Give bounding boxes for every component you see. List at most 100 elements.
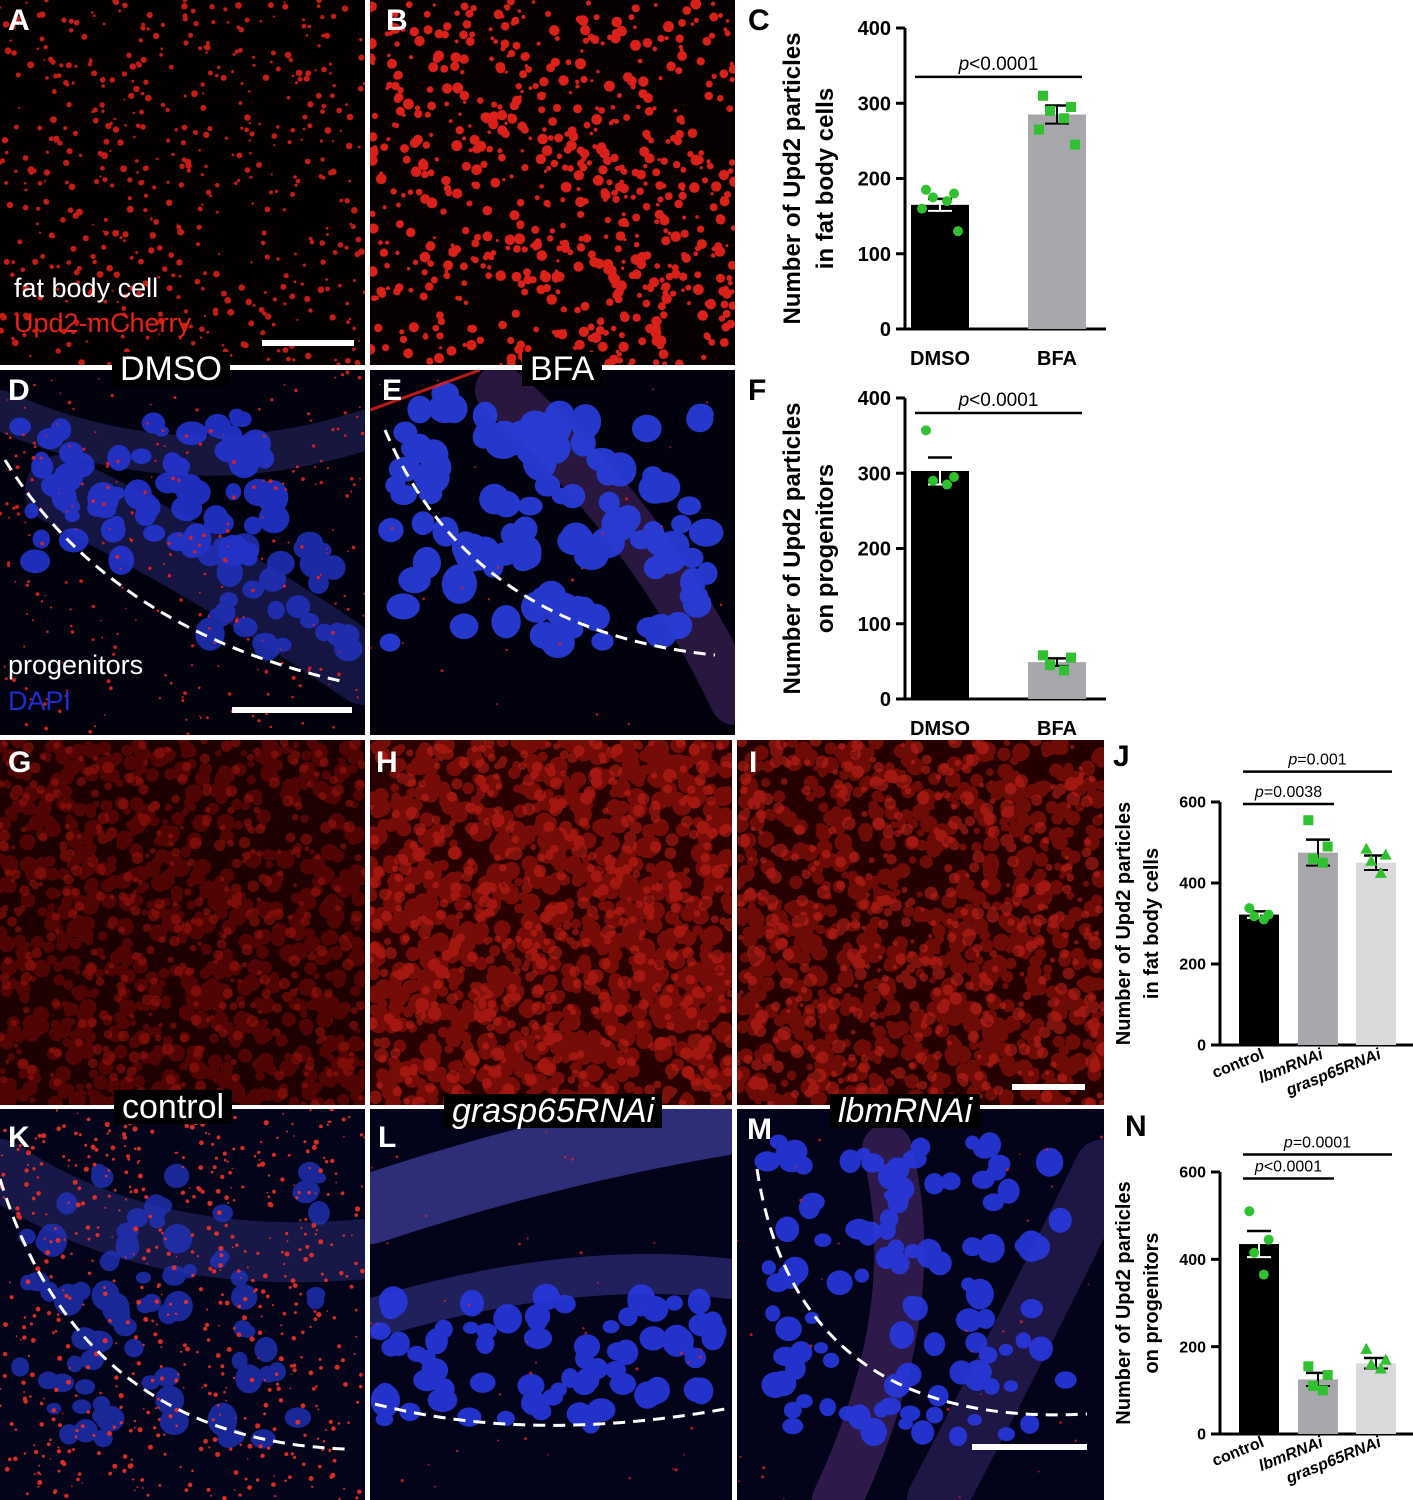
panel-label-F: F [748,374,767,407]
data-point [1374,866,1387,878]
bar [1356,1363,1396,1434]
nuclei [9,408,290,575]
texture [370,379,723,726]
condition-label-grasp65rnai: grasp65RNAi [444,1094,663,1128]
data-point [1258,914,1269,925]
y-axis-label: in fat body cells [1141,848,1163,999]
bar [911,470,969,699]
data-point [942,196,952,207]
y-tick-label: 0 [1197,1038,1206,1055]
y-tick-label: 0 [880,689,891,711]
micrograph-A: A fat body cell Upd2-mCherry [0,0,365,365]
micrograph-M: M [737,1109,1104,1500]
texture [0,740,365,1105]
y-tick-label: 100 [858,244,891,266]
texture [737,1135,1103,1500]
panel-label-L: L [378,1121,397,1154]
p-value-label: p=0.001 [1287,752,1346,769]
tissue-outline [374,1402,726,1427]
x-tick-label: BFA [1037,348,1077,370]
micrograph-E: E [370,370,735,735]
x-tick-label: DMSO [910,718,970,740]
panel-label-M: M [747,1113,772,1146]
panel-label-J: J [1113,740,1130,773]
y-axis-label: Number of Upd2 particles [1113,1181,1135,1424]
texture [0,1109,365,1500]
micrograph-G-image [0,740,365,1105]
y-tick-label: 400 [858,388,891,410]
bar [1298,852,1338,1045]
micrograph-B-image [370,0,735,365]
panel-label-E: E [382,374,403,407]
nuclei [370,1283,727,1434]
texture [370,0,735,365]
data-point [1308,1380,1319,1391]
condition-label-lbmrnai: lbmRNAi [830,1094,981,1128]
panel-label-I: I [749,746,758,779]
texture [0,740,365,1105]
data-point [1317,857,1328,868]
micrograph-M-image [737,1124,1104,1500]
data-point [1034,124,1044,135]
scale-bar-I [1012,1084,1085,1090]
micrograph-E-image [370,370,735,726]
data-point [1258,1269,1269,1280]
p-value-label: p=0.0001 [1283,1135,1351,1152]
data-point [942,479,952,490]
upd2-mcherry-label: Upd2-mCherry [14,308,192,338]
panel-label-D: D [8,374,30,407]
data-point [1244,903,1255,914]
micrograph-I: I [737,740,1104,1105]
data-point [1059,665,1069,676]
data-point [1365,1358,1378,1370]
texture [0,370,365,735]
bar [1239,1244,1279,1434]
condition-label-dmso: DMSO [112,352,230,386]
bar [1356,862,1396,1045]
data-point [1303,815,1314,826]
condition-label-bfa: BFA [522,352,603,386]
x-tick-label: DMSO [910,348,970,370]
y-axis-label: Number of Upd2 particles [779,402,806,694]
y-tick-label: 300 [858,463,891,485]
tissue-band [370,1254,732,1339]
micrograph-L: L [370,1109,732,1500]
nuclei [754,1132,1077,1447]
panel-label-G: G [8,746,32,779]
scale-bar-D [232,707,352,713]
data-point [1070,139,1080,150]
y-axis-label: Number of Upd2 particles [779,32,806,324]
data-point [1374,1362,1387,1374]
micrograph-H-image [370,740,732,1105]
micrograph-D: D progenitors DAPI [0,370,365,735]
data-point [917,203,927,214]
tissue-outline [383,429,716,657]
micrograph-K: K [0,1109,365,1500]
y-tick-label: 300 [858,93,891,115]
panel-label-K: K [8,1121,30,1154]
bar [1239,914,1279,1045]
data-point [1379,1353,1392,1365]
data-point [1379,848,1392,860]
progenitors-label: progenitors [8,650,144,680]
data-point [1365,854,1378,866]
micrograph-D-image [0,370,365,735]
y-tick-label: 200 [1179,1339,1206,1356]
data-point [928,475,938,486]
y-tick-label: 600 [1179,795,1206,812]
bar [911,204,969,329]
bar-chart-C: 0 100 200 300 400 Number of Upd2 particles in … [779,18,1106,370]
tissue-band [370,1109,732,1244]
data-point [1317,1385,1328,1396]
data-point [1045,105,1055,116]
data-point [1059,113,1069,124]
data-point [1244,1206,1255,1217]
data-point [1249,911,1260,922]
texture [737,740,1104,1105]
texture [0,0,365,365]
data-point [949,472,959,483]
data-point [1038,90,1048,101]
y-axis-label: on progenitors [1141,1232,1163,1373]
p-value-label: p<0.0001 [958,54,1039,75]
bar [1028,662,1086,699]
